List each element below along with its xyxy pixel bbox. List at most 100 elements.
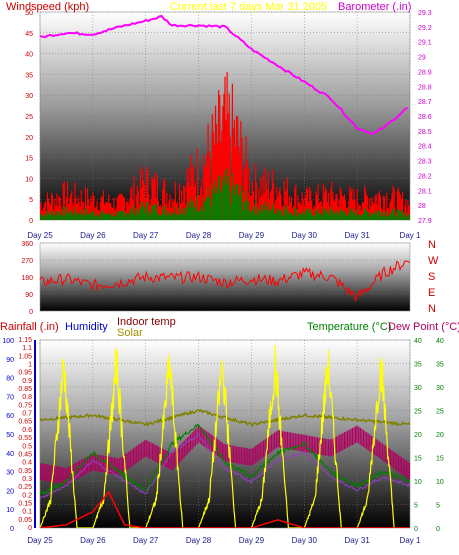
rain-y-tick: 0.95 — [18, 370, 32, 377]
chart-title: Current last 7 days Mar 31 2005 — [170, 1, 327, 13]
wind-x-tick: Day 31 — [344, 231, 370, 240]
temperature-x-tick: Day 30 — [292, 536, 318, 545]
rain-y-tick: 1.15 — [18, 337, 32, 344]
rain-y-tick: 0.55 — [18, 435, 32, 442]
rainfall-line — [40, 490, 410, 528]
indoor-temp-line — [40, 409, 410, 428]
dew-point-y-tick: 25 — [436, 409, 444, 416]
barometer-line — [40, 14, 408, 135]
compass-label: S — [428, 271, 435, 283]
wind-y-ticks: 0 5 10 15 20 25 30 35 40 45 50 — [25, 10, 33, 225]
rain-y-tick: 1 — [28, 362, 32, 369]
solar-line — [40, 344, 410, 528]
wind-y-tick: 30 — [25, 93, 33, 100]
temperature-line — [40, 423, 410, 496]
wind-x-ticks: Day 25 Day 26 Day 27 Day 28 Day 29 Day 30 Day … — [27, 231, 421, 240]
temperature-series — [40, 344, 410, 528]
temperature-y-tick: 35 — [414, 362, 422, 369]
rain-y-tick: 0.15 — [18, 500, 32, 507]
rain-y-tick: 0.45 — [18, 451, 32, 458]
temperature-x-tick: Day 28 — [186, 536, 212, 545]
temperature-x-tick: Day 27 — [133, 536, 159, 545]
temperature-axis-label: Temperature (°C) — [307, 321, 391, 333]
barometer-y-tick: 27.9 — [418, 218, 432, 225]
direction-y-tick: 90 — [25, 292, 33, 299]
wind-x-tick: Day 28 — [186, 231, 212, 240]
wind-y-tick: 5 — [29, 197, 33, 204]
wind-y-tick: 10 — [25, 176, 33, 183]
wind-y-tick: 50 — [25, 10, 33, 17]
rain-y-tick: 1.05 — [18, 353, 32, 360]
barometer-y-tick: 28.3 — [418, 159, 432, 166]
direction-series — [39, 260, 410, 302]
humidity-y-ticks: 0 10 20 30 40 50 60 70 80 90 100 — [2, 338, 14, 533]
temperature-y-tick: 20 — [414, 432, 422, 439]
temperature-y-tick: 10 — [414, 479, 422, 486]
rain-y-tick: 0.35 — [18, 468, 32, 475]
direction-y-tick: 270 — [21, 258, 33, 265]
direction-y-tick: 180 — [21, 275, 33, 282]
rain-y-tick: 0.85 — [18, 386, 32, 393]
dew-point-y-tick: 5 — [436, 503, 440, 510]
rain-y-ticks: 00.050.1 0.150.20.250.30.350.4 0.450.50.55… — [18, 337, 32, 532]
wind-x-tick: Day 1 — [400, 231, 421, 240]
compass-label: W — [428, 255, 439, 267]
dew-point-y-tick: 30 — [436, 385, 444, 392]
humidity-y-tick: 80 — [6, 376, 14, 383]
barometer-y-tick: 28 — [418, 203, 426, 210]
humidity-y-tick: 50 — [6, 432, 14, 439]
temperature-x-tick: Day 26 — [80, 536, 106, 545]
barometer-y-tick: 28.1 — [418, 188, 432, 195]
barometer-y-tick: 28.6 — [418, 114, 432, 121]
temperature-grid — [39, 339, 411, 529]
temperature-y-tick: 5 — [414, 503, 418, 510]
wind-y-tick: 25 — [25, 114, 33, 121]
humidity-y-tick: 40 — [6, 451, 14, 458]
humidity-y-tick: 30 — [6, 470, 14, 477]
rain-y-tick: 0.75 — [18, 402, 32, 409]
wind-x-tick: Day 27 — [133, 231, 159, 240]
wind-y-tick: 15 — [25, 156, 33, 163]
temperature-x-tick: Day 31 — [344, 536, 370, 545]
wind-y-tick: 35 — [25, 72, 33, 79]
wind-y-tick: 40 — [25, 52, 33, 59]
humidity-axis-label: Humidity — [65, 321, 108, 333]
compass-label: N — [428, 303, 436, 315]
direction-y-tick: 0 — [29, 309, 33, 316]
barometer-y-tick: 29.1 — [418, 40, 432, 47]
dew-point-y-tick: 20 — [436, 432, 444, 439]
humidity-y-tick: 20 — [6, 488, 14, 495]
rain-y-tick: 0.9 — [22, 378, 32, 385]
temperature-x-tick: Day 25 — [27, 536, 53, 545]
barometer-axis-label: Barometer (.in) — [338, 1, 411, 13]
wind-y-tick: 20 — [25, 135, 33, 142]
compass-label: N — [428, 239, 436, 251]
compass-label: E — [428, 287, 435, 299]
direction-line — [39, 260, 410, 302]
wind-axis-label: Windspeed (kph) — [6, 1, 89, 13]
temperature-y-tick: 0 — [414, 526, 418, 533]
rain-y-tick: 0.6 — [22, 427, 32, 434]
barometer-y-tick: 28.8 — [418, 84, 432, 91]
humidity-y-tick: 0 — [10, 526, 14, 533]
humidity-line — [40, 432, 410, 500]
temperature-x-tick: Day 29 — [239, 536, 265, 545]
rain-y-tick: 0.05 — [18, 517, 32, 524]
barometer-y-tick: 28.7 — [418, 99, 432, 106]
wind-x-tick: Day 29 — [239, 231, 265, 240]
temperature-y-tick: 25 — [414, 409, 422, 416]
humidity-y-tick: 100 — [2, 338, 14, 345]
wind-x-tick: Day 30 — [292, 231, 318, 240]
rain-y-tick: 1.1 — [22, 345, 32, 352]
barometer-y-tick: 28.5 — [418, 129, 432, 136]
direction-y-tick: 360 — [21, 241, 33, 248]
solar-label: Solar — [117, 327, 143, 339]
rain-y-tick: 0 — [28, 525, 32, 532]
temperature-y-tick: 30 — [414, 385, 422, 392]
barometer-y-tick: 28.4 — [418, 144, 432, 151]
rain-y-tick: 0.5 — [22, 443, 32, 450]
temperature-plot-area — [39, 339, 411, 529]
wind-x-tick: Day 26 — [80, 231, 106, 240]
barometer-y-tick: 28.2 — [418, 173, 432, 180]
indoor-temp-label: Indoor temp — [117, 316, 176, 328]
